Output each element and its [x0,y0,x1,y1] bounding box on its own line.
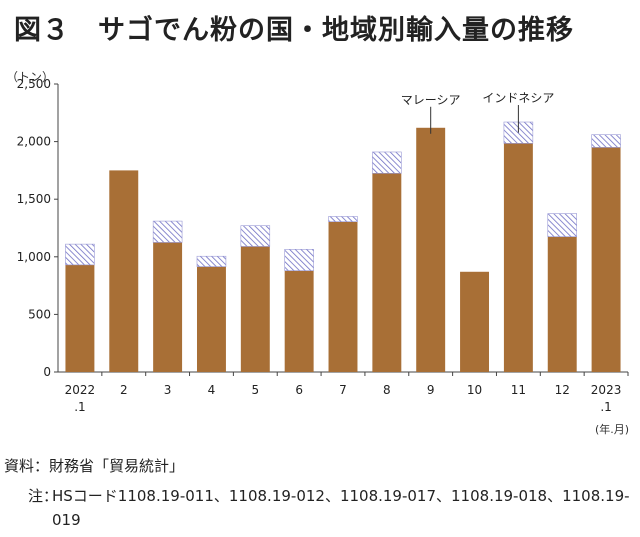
x-tick-label: 5 [251,383,259,397]
note-text: HSコード1108.19-011、1108.19-012、1108.19-017… [52,487,630,529]
bar-indonesia [65,243,95,266]
bar-malaysia [196,266,226,372]
annotation-label: マレーシア [401,93,461,107]
bar-malaysia [65,264,95,372]
x-tick-label: 6 [295,383,303,397]
bar-indonesia [328,216,358,222]
x-tick-label: 3 [164,383,172,397]
bar-malaysia [503,143,533,372]
y-tick-label: 0 [43,365,51,379]
x-tick-label: 2 [120,383,128,397]
bar-malaysia [460,271,490,372]
chart-annotations: マレーシア インドネシア [401,91,554,134]
bar-indonesia [547,213,577,237]
x-tick-label: 4 [208,383,216,397]
note-label: 注： [28,487,59,505]
bar-malaysia [416,127,446,372]
bar-malaysia [109,170,139,372]
chart-axes: 0 500 1,000 1,500 2,000 2,500 2022.1 2 3 4 5 6 7 8 9 10… [17,77,629,414]
bar-indonesia [591,134,621,148]
bar-indonesia [240,225,271,247]
bar-malaysia [284,270,314,372]
source-text: 資料：財務省「貿易統計」 [4,457,185,475]
x-tick-label: 11 [511,383,526,397]
y-axis-unit-label: （トン） [6,70,55,84]
y-tick-label: 1,500 [17,192,51,206]
x-tick-label: 10 [467,383,482,397]
x-tick-label: 2022.1 [65,383,96,414]
x-tick-label: 7 [339,383,347,397]
x-tick-label: 8 [383,383,391,397]
bar-indonesia [152,220,183,243]
bar-indonesia [284,249,314,271]
bar-malaysia [153,242,183,372]
x-tick-label: 12 [555,383,570,397]
bar-malaysia [328,221,358,372]
y-tick-label: 2,500 [17,77,51,91]
bar-indonesia [372,151,402,174]
x-tick-label: 9 [427,383,435,397]
y-tick-label: 1,000 [17,250,51,264]
annotation-label: インドネシア [482,91,554,105]
bar-indonesia [196,255,227,267]
y-tick-label: 500 [28,307,51,321]
y-tick-label: 2,000 [17,135,51,149]
bar-malaysia [240,246,270,372]
x-axis-unit-label: (年.月) [595,422,629,436]
x-tick-label: 2023.1 [591,383,622,414]
chart-title: 図３ サゴでん粉の国・地域別輸入量の推移 [14,15,574,46]
chart-bars [65,121,621,372]
bar-chart: 0 500 1,000 1,500 2,000 2,500 2022.1 2 3 4 5 6 7 8 9 10… [17,77,629,436]
bar-malaysia [591,147,621,372]
bar-malaysia [547,236,577,372]
bar-malaysia [372,173,402,372]
